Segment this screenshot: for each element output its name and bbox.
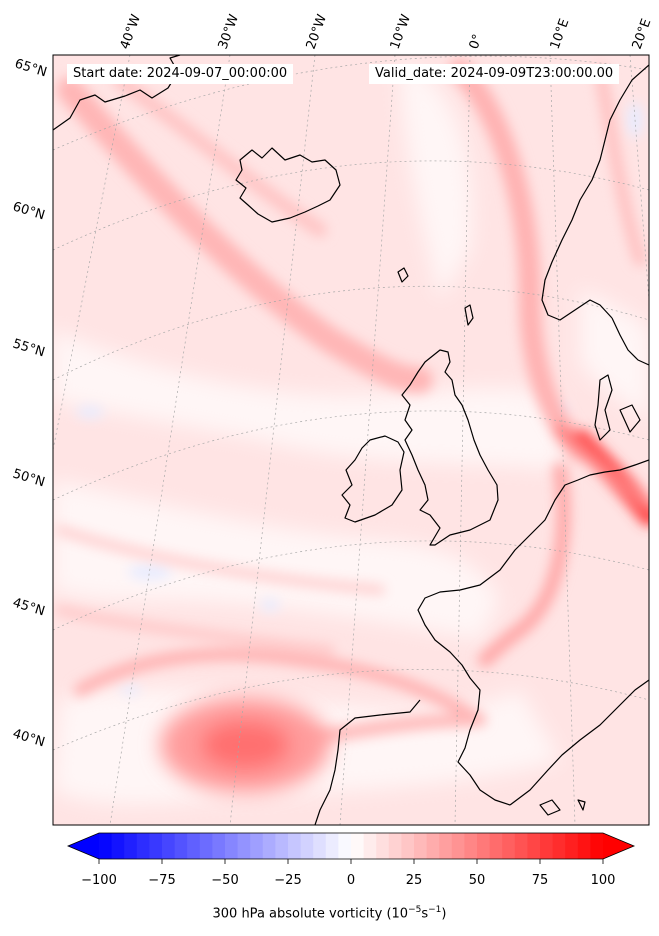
colorbar-tick-label: −100 [81,873,117,888]
lon-label-10e: 10°E [548,17,573,52]
colorbar-cell [262,833,276,859]
colorbar: −100 −75 −50 −25 0 25 50 75 100 [66,832,636,888]
colorbar-cell [338,833,352,859]
lat-label-55n: 55°N [11,336,47,360]
valid-date-label: Valid_date: 2024-09-09T23:00:00.00 [369,64,620,84]
colorbar-cell [288,833,301,859]
colorbar-cell [540,833,553,859]
lat-label-50n: 50°N [11,466,47,490]
colorbar-tick-label: −50 [211,873,238,888]
colorbar-cell [199,833,213,859]
colorbar-cell [590,833,604,859]
colorbar-cell [351,833,364,859]
colorbar-cell [451,833,465,859]
colorbar-cell [111,833,125,859]
colorbar-cell [376,833,390,859]
colorbar-extend-min [68,833,99,859]
colorbar-cell [136,833,150,859]
colorbar-label-exp1: −5 [408,905,422,915]
start-date-label: Start date: 2024-09-07_00:00:00 [67,64,294,84]
colorbar-cell [464,833,478,859]
colorbar-label-mid: s [421,906,429,922]
lon-label-10w: 10°W [388,12,414,51]
colorbar-cell [565,833,579,859]
lon-label-0: 0° [467,32,486,51]
colorbar-tick-label: 50 [469,873,486,888]
lon-label-20e: 20°E [630,17,655,52]
colorbar-tick-label: 100 [591,873,616,888]
map-frame [52,54,650,826]
colorbar-label: 300 hPa absolute vorticity (10−5s−1) [0,905,659,921]
colorbar-label-end: ) [441,906,447,922]
lon-label-20w: 20°W [304,12,330,51]
colorbar-cell [149,833,163,859]
colorbar-cell [300,833,314,859]
lon-label-30w: 30°W [216,12,242,51]
colorbar-label-main: 300 hPa absolute vorticity (10 [212,906,409,922]
colorbar-cell [250,833,264,859]
colorbar-tick-label: −75 [148,873,175,888]
longitude-labels: 40°W 30°W 20°W 10°W 0° 10°E 20°E [118,12,655,51]
lat-label-65n: 65°N [13,56,49,80]
colorbar-cell [225,833,238,859]
colorbar-cell [99,833,112,859]
colorbar-cell [577,833,591,859]
colorbar-cell [162,833,175,859]
colorbar-cell [477,833,490,859]
colorbar-cell [275,833,289,859]
colorbar-cell [388,833,402,859]
colorbar-cell [414,833,427,859]
colorbar-tick-label: 25 [406,873,423,888]
scandinavia-coast [611,317,649,366]
vorticity-field [53,55,649,825]
colorbar-cell [514,833,528,859]
colorbar-cell [325,833,339,859]
colorbar-cell [489,833,503,859]
colorbar-tick-label: 0 [347,873,355,888]
colorbar-cell [426,833,440,859]
colorbar-cell [212,833,226,859]
colorbar-tick-label: −25 [274,873,301,888]
lat-label-40n: 40°N [11,726,47,750]
lat-label-60n: 60°N [11,199,47,223]
colorbar-cell [174,833,188,859]
colorbar-label-exp2: −1 [428,905,442,915]
iberia-coast [314,699,421,825]
norway-coast [541,64,649,321]
coastlines [53,55,649,825]
colorbar-extend-max [603,833,634,859]
colorbar-cell [313,833,327,859]
colorbar-cell [187,833,201,859]
great-britain-coast [401,349,499,546]
colorbar-cell [439,833,453,859]
colorbar-cell [502,833,516,859]
colorbar-cell [363,833,377,859]
mediterranean-coast [509,679,649,806]
colorbar-cell [401,833,415,859]
colorbar-tick-label: 75 [532,873,549,888]
ireland-coast [341,435,405,523]
colorbar-cell [124,833,138,859]
graticule [53,55,649,825]
colorbar-cell [552,833,566,859]
iceland-coast [235,147,341,223]
colorbar-cell [237,833,251,859]
colorbar-cell [527,833,541,859]
lon-label-40w: 40°W [118,12,144,51]
lat-label-45n: 45°N [11,595,47,619]
latitude-labels: 65°N 60°N 55°N 50°N 45°N 40°N [11,56,49,750]
europe-coast [417,459,649,806]
